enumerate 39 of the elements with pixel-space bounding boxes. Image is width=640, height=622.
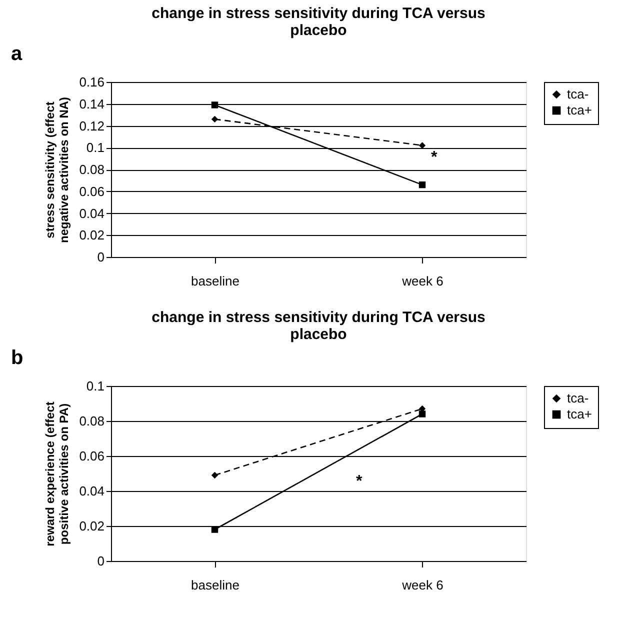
y-tick-label: 0.08	[79, 414, 104, 428]
text: negative activities on NA)	[57, 96, 72, 244]
point	[418, 410, 426, 418]
legend-label: tca-	[567, 86, 589, 102]
text: a	[11, 43, 23, 65]
point	[211, 102, 218, 108]
text: positive activities on PA)	[57, 403, 72, 545]
y-tick-label: 0	[97, 554, 104, 568]
x-tick-label: baseline	[191, 274, 240, 288]
legend-label: tca+	[567, 102, 592, 118]
point	[211, 526, 218, 533]
annotation: *	[431, 149, 438, 166]
y-tick-label: 0.14	[79, 96, 104, 112]
y-tick-label: 0	[97, 250, 104, 264]
y-tick-label: 0.1	[86, 378, 104, 394]
y-tick-label: 0.06	[79, 448, 104, 464]
text: change in stress sensitivity during TCA versus	[152, 309, 486, 326]
y-tick-label: 0.12	[79, 118, 104, 134]
text: b	[11, 347, 24, 369]
point	[418, 142, 426, 149]
x-tick-label: baseline	[191, 578, 240, 592]
y-tick-label: 0.04	[79, 206, 104, 221]
text: change in stress sensitivity during TCA versus	[152, 5, 486, 22]
text: placebo	[290, 326, 347, 343]
text: placebo	[290, 22, 347, 39]
legend-label: tca+	[567, 406, 592, 422]
text: stress sensitivity (effect	[43, 102, 58, 238]
legend-label: tca-	[567, 390, 589, 406]
x-tick-label: week 6	[401, 274, 444, 288]
y-tick-label: 0.04	[79, 484, 104, 498]
annotation: *	[356, 473, 363, 490]
y-tick-label: 0.16	[79, 74, 104, 90]
y-tick-label: 0.02	[79, 518, 104, 534]
y-tick-label: 0.08	[79, 162, 104, 177]
y-tick-label: 0.1	[86, 140, 104, 156]
x-tick-label: week 6	[401, 578, 444, 592]
y-tick-label: 0.06	[79, 184, 104, 199]
y-tick-label: 0.02	[79, 228, 104, 243]
text: reward experience (effect	[43, 402, 58, 546]
